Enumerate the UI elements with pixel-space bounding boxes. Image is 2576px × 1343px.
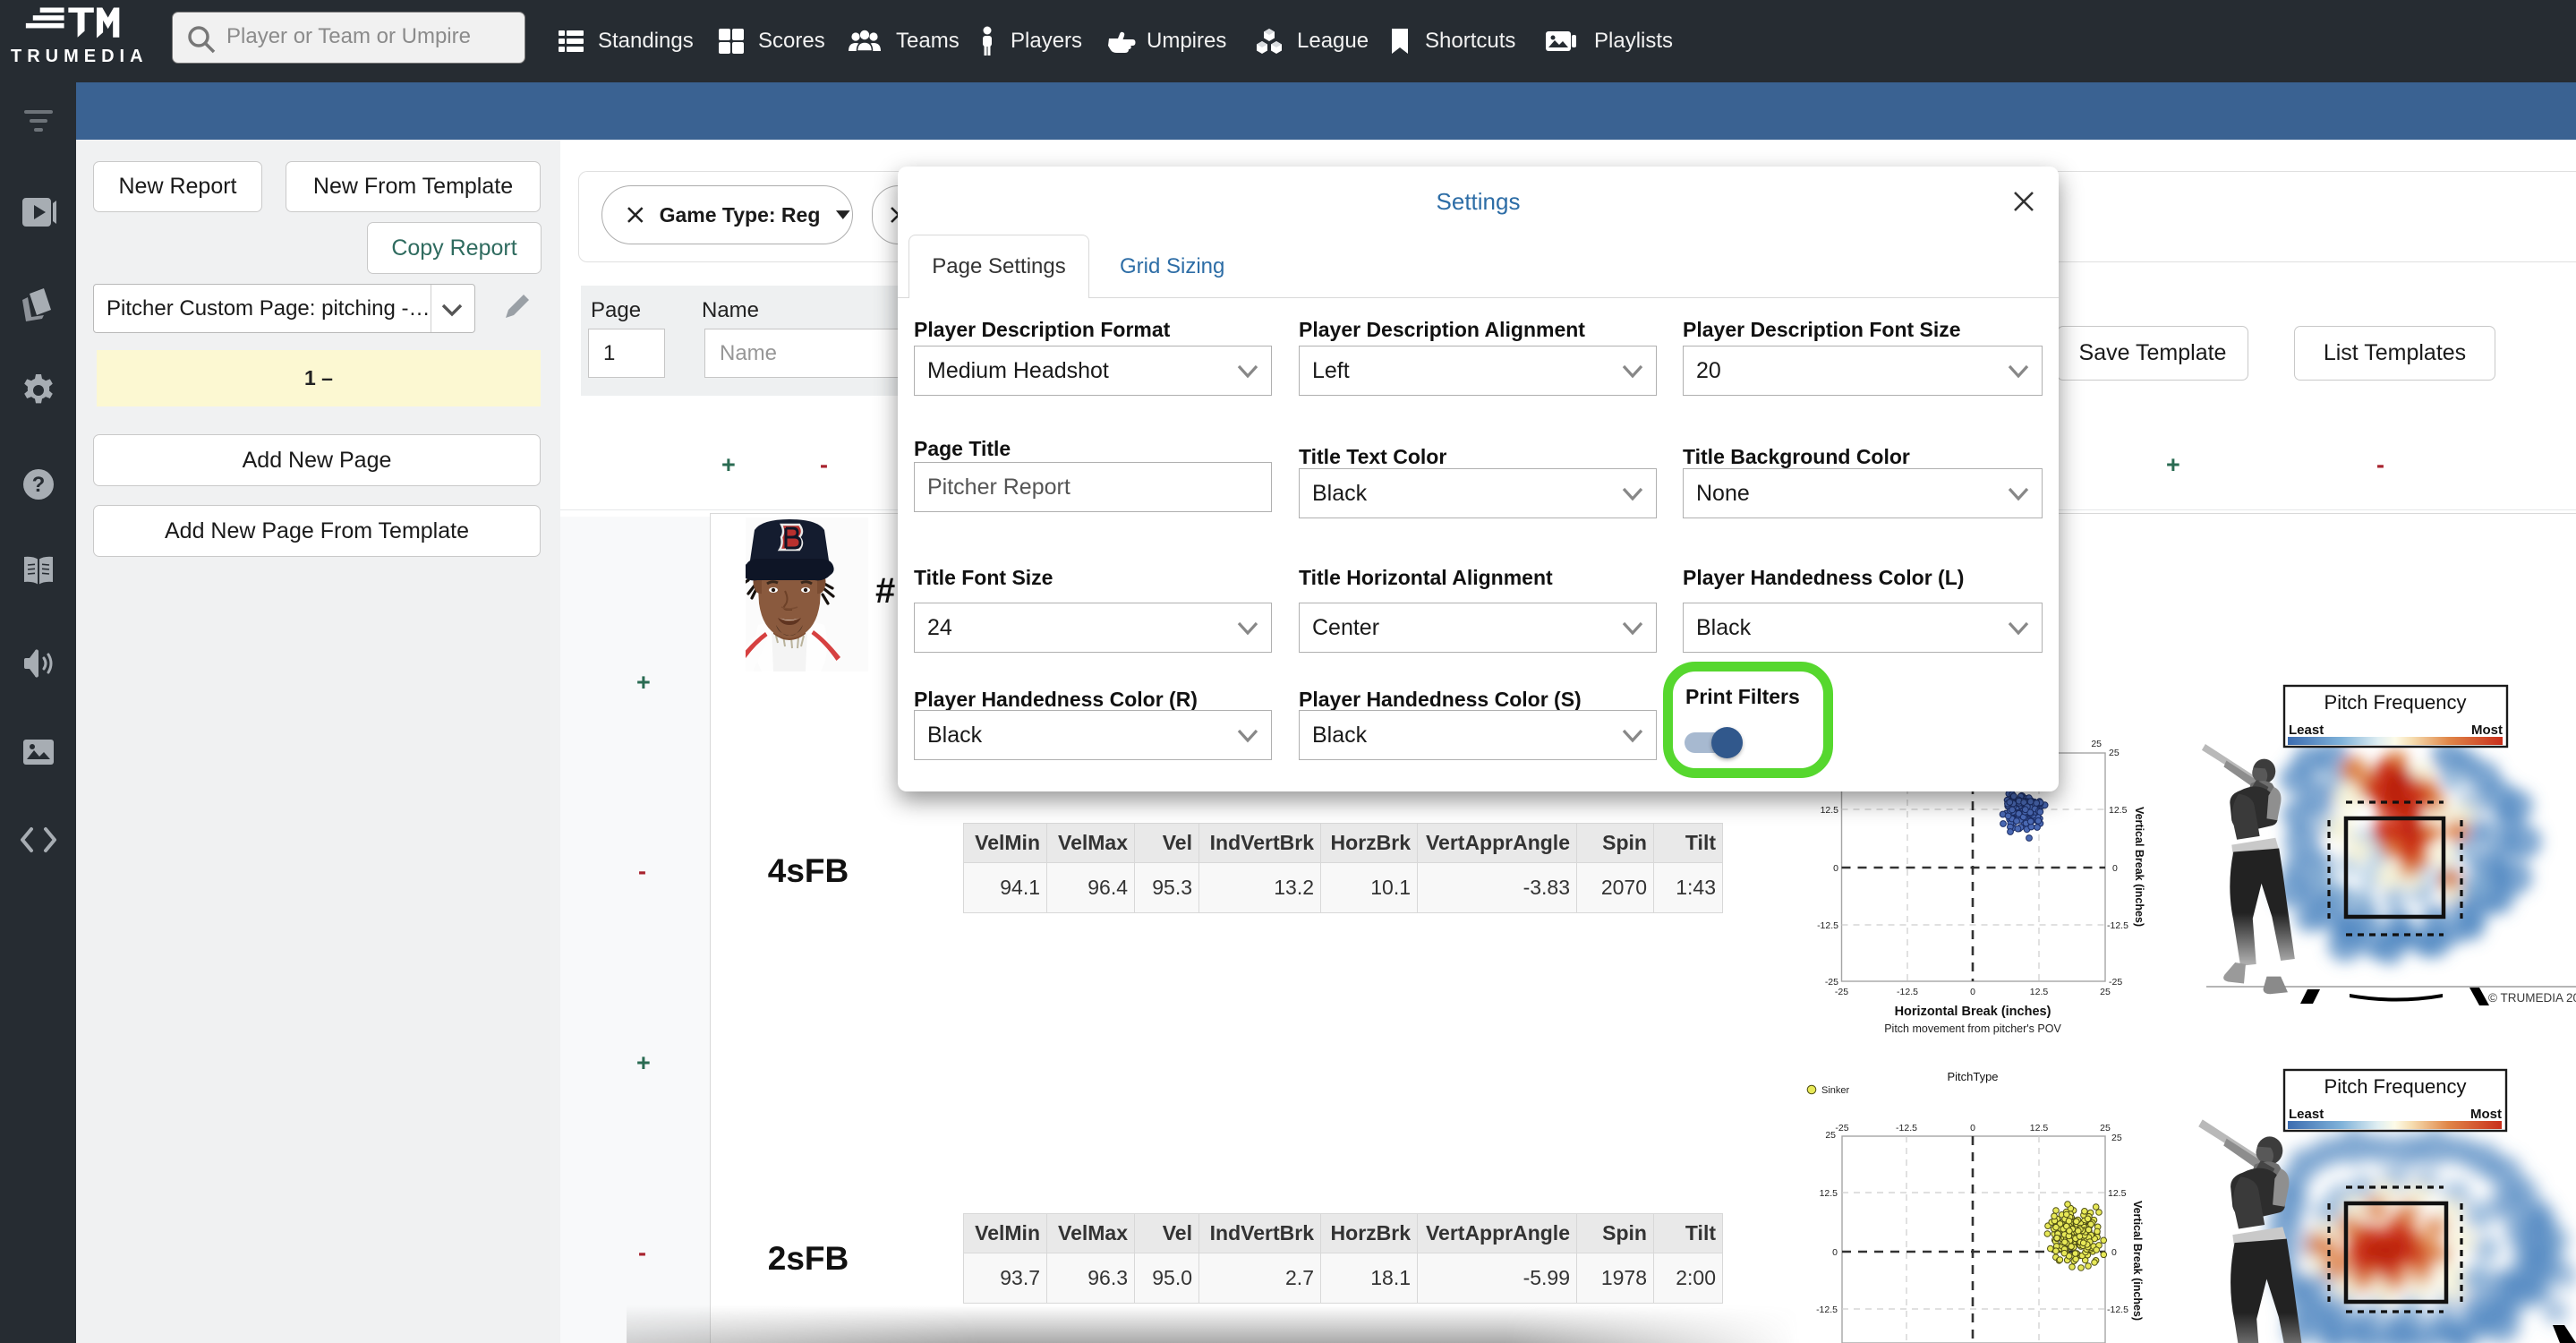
svg-text:25: 25 xyxy=(2091,739,2102,749)
svg-text:-12.5: -12.5 xyxy=(1896,1123,1917,1133)
svg-text:25: 25 xyxy=(2109,748,2120,758)
svg-text:12.5: 12.5 xyxy=(2109,805,2128,816)
svg-text:Most: Most xyxy=(2471,723,2503,738)
svg-text:Vertical Break (inches): Vertical Break (inches) xyxy=(2131,1201,2144,1321)
svg-text:Pitch movement from pitcher's: Pitch movement from pitcher's POV xyxy=(1884,1022,2061,1035)
svg-text:Vertical Break (inches): Vertical Break (inches) xyxy=(2133,807,2145,927)
svg-text:-12.5: -12.5 xyxy=(1817,920,1838,931)
svg-text:Pitch Frequency: Pitch Frequency xyxy=(2324,691,2467,714)
svg-text:0: 0 xyxy=(1970,1123,1975,1133)
svg-text:0: 0 xyxy=(2112,863,2118,874)
svg-text:25: 25 xyxy=(2111,1133,2122,1143)
svg-text:12.5: 12.5 xyxy=(2030,987,2049,997)
svg-text:-12.5: -12.5 xyxy=(2107,920,2128,931)
svg-text:12.5: 12.5 xyxy=(1821,805,1839,816)
svg-text:?: ? xyxy=(31,473,45,497)
svg-text:-25: -25 xyxy=(2109,977,2122,988)
svg-text:-12.5: -12.5 xyxy=(1816,1305,1838,1315)
svg-text:0: 0 xyxy=(1833,863,1838,874)
svg-text:Least: Least xyxy=(2289,1107,2324,1122)
svg-text:25: 25 xyxy=(1825,1130,1836,1141)
svg-text:-12.5: -12.5 xyxy=(2107,1305,2128,1315)
svg-text:Least: Least xyxy=(2289,723,2324,738)
svg-text:12.5: 12.5 xyxy=(2108,1188,2127,1199)
svg-text:Horizontal Break (inches): Horizontal Break (inches) xyxy=(1895,1005,2051,1019)
svg-text:12.5: 12.5 xyxy=(1820,1188,1838,1199)
svg-text:0: 0 xyxy=(1970,987,1975,997)
svg-text:-12.5: -12.5 xyxy=(1897,987,1918,997)
svg-text:25: 25 xyxy=(2100,1123,2111,1133)
svg-text:25: 25 xyxy=(2100,987,2111,997)
svg-text:Pitch Frequency: Pitch Frequency xyxy=(2324,1075,2467,1098)
svg-text:12.5: 12.5 xyxy=(2030,1123,2049,1133)
svg-text:Most: Most xyxy=(2470,1107,2502,1122)
svg-text:0: 0 xyxy=(1832,1247,1838,1258)
svg-text:-25: -25 xyxy=(1825,977,1838,988)
svg-text:PitchType: PitchType xyxy=(1947,1070,1998,1083)
svg-text:-25: -25 xyxy=(1835,1123,1848,1133)
svg-text:Sinker: Sinker xyxy=(1821,1085,1850,1096)
svg-text:0: 0 xyxy=(2111,1247,2117,1258)
svg-text:© TRUMEDIA 2024: © TRUMEDIA 2024 xyxy=(2488,991,2576,1005)
svg-text:-25: -25 xyxy=(1835,987,1848,997)
